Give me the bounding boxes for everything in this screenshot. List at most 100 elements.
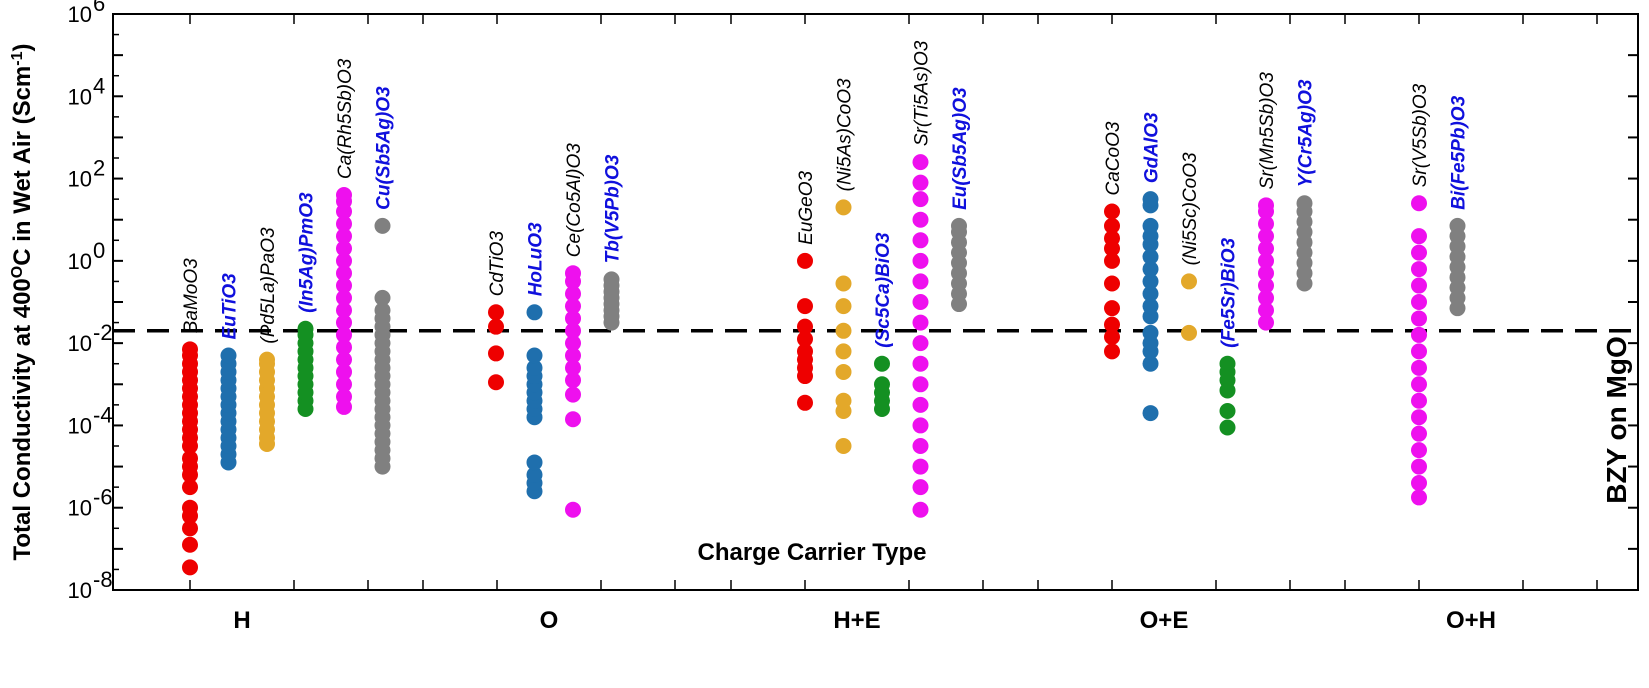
data-point <box>565 372 581 389</box>
y-tick-label: 10 <box>68 331 92 356</box>
data-point <box>951 217 967 234</box>
data-point <box>1104 328 1120 345</box>
data-point <box>1142 324 1159 341</box>
data-point <box>912 417 929 434</box>
data-point <box>565 322 581 339</box>
series-label: Sr(V5Sb)O3 <box>1410 83 1431 187</box>
data-point <box>1142 405 1159 422</box>
data-point <box>1104 203 1120 220</box>
data-point <box>336 314 352 331</box>
data-point <box>912 458 929 475</box>
data-point <box>912 438 929 454</box>
data-point <box>336 187 352 204</box>
series-label: (In5Ag)PmO3 <box>297 192 318 313</box>
data-point <box>1411 409 1427 426</box>
data-point <box>1258 277 1274 294</box>
series-label: Tb(V5Pb)O3 <box>603 154 624 263</box>
data-point <box>336 228 352 245</box>
data-point <box>565 347 581 364</box>
data-point <box>797 331 813 348</box>
data-point <box>1142 248 1159 265</box>
y-title-part: C in Wet Air (Scm <box>9 66 36 266</box>
data-point <box>336 215 352 232</box>
data-point <box>912 154 929 171</box>
y-tick-label: 10 <box>68 2 92 27</box>
data-point <box>526 347 543 364</box>
data-point <box>1411 442 1427 459</box>
data-point <box>835 363 852 380</box>
compound-labels: BaMoO3 EuTiO3 (Pd5La)PaO3 (In5Ag)PmO3 Ca(Rh5… <box>181 40 1470 347</box>
data-point <box>1142 355 1159 372</box>
y-tick-exponent: 6 <box>93 0 105 16</box>
y-tick-label: 10 <box>68 167 92 192</box>
data-point <box>912 501 929 518</box>
y-axis-title: Total Conductivity at 400OC in Wet Air (… <box>9 44 37 561</box>
data-point <box>259 351 275 368</box>
data-point <box>526 454 543 471</box>
data-point <box>1411 489 1427 506</box>
data-point <box>1142 273 1159 290</box>
x-category-label: O+E <box>1140 607 1189 634</box>
data-point <box>835 199 852 216</box>
data-point <box>374 302 391 319</box>
y-title-part: Total Conductivity at 400 <box>9 278 36 560</box>
series-label: Sr(Ti5As)O3 <box>912 40 933 146</box>
data-point <box>374 289 391 306</box>
data-point <box>912 174 929 191</box>
series-label: GdAlO3 <box>1142 112 1163 183</box>
data-point <box>1411 458 1427 475</box>
series-label: (Ni5As)CoO3 <box>835 78 856 191</box>
data-point <box>797 298 813 315</box>
data-point <box>1181 273 1197 290</box>
data-point <box>912 335 929 352</box>
data-point <box>835 322 852 339</box>
data-point <box>1411 195 1427 212</box>
data-point <box>336 388 352 405</box>
data-point <box>874 355 890 372</box>
y-title-superscript: -1 <box>9 51 26 65</box>
series-label: EuTiO3 <box>220 273 241 340</box>
data-point <box>1104 252 1120 269</box>
y-tick-label: 10 <box>68 249 92 274</box>
series-label: Ce(Co5Al)O3 <box>564 143 585 257</box>
data-point <box>1104 343 1120 360</box>
data-point <box>1411 392 1427 409</box>
reference-line-label: BZY on MgO <box>1601 336 1632 503</box>
data-point <box>912 211 929 228</box>
data-point <box>1411 376 1427 393</box>
data-point <box>336 363 352 380</box>
data-point <box>1142 261 1159 278</box>
data-point <box>1104 300 1120 317</box>
data-point <box>565 298 581 315</box>
data-point <box>565 501 581 518</box>
x-axis-title: Charge Carrier Type <box>698 539 927 566</box>
data-point <box>1258 215 1274 232</box>
data-point <box>1258 252 1274 269</box>
data-point <box>1258 314 1274 331</box>
series-label: (Sc5Ca)BiO3 <box>873 232 894 348</box>
data-point <box>1411 228 1427 245</box>
data-point <box>1142 191 1159 208</box>
x-category-label: H <box>233 607 250 634</box>
data-point <box>1296 195 1313 212</box>
data-point <box>182 450 198 467</box>
data-point <box>565 386 581 403</box>
data-point <box>1104 275 1120 292</box>
data-point <box>488 374 504 391</box>
data-point <box>182 536 198 553</box>
y-title-superscript: O <box>9 266 26 278</box>
series-label: Y(Cr5Ag)O3 <box>1296 79 1317 187</box>
x-category-label: H+E <box>833 607 880 634</box>
data-point <box>336 326 352 343</box>
y-title-part: ) <box>9 44 36 52</box>
series-label: (Fe5Sr)BiO3 <box>1219 237 1240 347</box>
data-point <box>797 394 813 411</box>
data-point <box>1449 217 1466 234</box>
data-point <box>565 310 581 327</box>
data-point <box>912 396 929 413</box>
data-point <box>565 411 581 428</box>
data-point <box>488 304 504 321</box>
data-point <box>1411 425 1427 442</box>
data-point <box>912 294 929 310</box>
data-point <box>336 339 352 356</box>
